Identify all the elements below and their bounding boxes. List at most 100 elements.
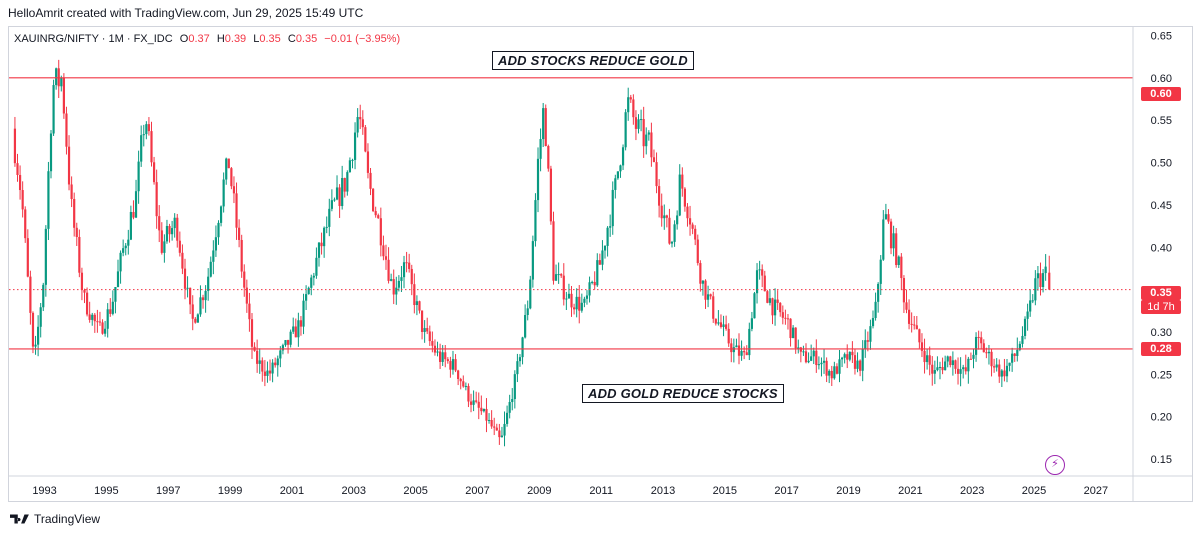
candle-body bbox=[307, 287, 310, 295]
candle-body bbox=[16, 163, 19, 175]
candle-body bbox=[895, 233, 898, 266]
candle-body bbox=[536, 158, 540, 201]
candle-body bbox=[256, 350, 259, 364]
candle-body bbox=[423, 328, 426, 332]
candle-body bbox=[250, 319, 254, 347]
candle-body bbox=[959, 369, 962, 374]
candle-body bbox=[794, 327, 797, 349]
time-tick-label: 2021 bbox=[898, 485, 922, 497]
candle-body bbox=[114, 287, 117, 302]
candle-body bbox=[871, 317, 875, 327]
candle-body bbox=[789, 318, 792, 339]
candle-body bbox=[284, 340, 287, 346]
candle-body bbox=[364, 127, 367, 152]
footer-brand[interactable]: TradingView bbox=[10, 512, 100, 526]
candle-body bbox=[1039, 273, 1042, 288]
candle-body bbox=[243, 271, 246, 288]
annotation-add-stocks[interactable]: ADD STOCKS REDUCE GOLD bbox=[492, 51, 694, 70]
price-tick-label: 0.40 bbox=[1151, 242, 1172, 254]
candle-body bbox=[508, 402, 511, 413]
candle-body bbox=[797, 347, 800, 349]
candle-body bbox=[830, 370, 833, 379]
price-tick-label: 0.65 bbox=[1151, 30, 1172, 42]
candle-body bbox=[235, 193, 238, 228]
candle-body bbox=[815, 350, 818, 366]
candle-body bbox=[588, 282, 591, 296]
candle-body bbox=[856, 360, 859, 369]
candle-body bbox=[998, 364, 1001, 377]
candle-body bbox=[892, 233, 895, 249]
candle-body bbox=[191, 304, 194, 319]
candle-body bbox=[297, 320, 300, 338]
candle-body bbox=[660, 205, 663, 219]
candle-body bbox=[104, 328, 107, 334]
candle-body bbox=[931, 364, 934, 374]
upper-line-price-tag: 0.60 bbox=[1141, 87, 1181, 101]
candle-body bbox=[544, 108, 547, 147]
symbol-label[interactable]: XAUINRG/NIFTY · 1M · FX_IDC bbox=[14, 33, 173, 45]
annotation-add-gold[interactable]: ADD GOLD REDUCE STOCKS bbox=[582, 384, 784, 403]
candle-body bbox=[956, 368, 960, 374]
candle-body bbox=[900, 256, 903, 279]
candle-body bbox=[812, 350, 815, 357]
candle-body bbox=[683, 188, 686, 207]
candle-body bbox=[575, 296, 578, 310]
candle-body bbox=[263, 371, 266, 376]
candle-body bbox=[369, 172, 372, 189]
candle-body bbox=[678, 174, 681, 216]
candle-body bbox=[913, 324, 916, 326]
horizontal-lines bbox=[9, 77, 1133, 350]
candle-body bbox=[696, 239, 699, 264]
candle-body bbox=[725, 324, 728, 329]
candle-body bbox=[1041, 273, 1045, 288]
candle-body bbox=[562, 275, 565, 300]
candle-body bbox=[361, 119, 364, 128]
candle-body bbox=[21, 190, 24, 210]
candle-body bbox=[42, 284, 45, 308]
candle-body bbox=[560, 274, 563, 276]
candle-body bbox=[91, 314, 94, 320]
candle-body bbox=[346, 172, 349, 192]
candle-body bbox=[758, 269, 761, 271]
candle-body bbox=[709, 294, 712, 297]
candle-body bbox=[39, 307, 42, 327]
time-tick-label: 2019 bbox=[836, 485, 860, 497]
candle-body bbox=[974, 336, 978, 355]
candle-body bbox=[771, 298, 774, 316]
candle-body bbox=[781, 312, 784, 318]
candle-body bbox=[938, 366, 942, 368]
candle-body bbox=[941, 366, 944, 371]
candle-body bbox=[343, 178, 346, 192]
candle-body bbox=[119, 252, 122, 272]
time-axis[interactable]: 1993 1995 1997 1999 2001 2003 2005 2007 2009 2011… bbox=[32, 485, 1108, 497]
candle-body bbox=[907, 309, 911, 324]
candle-body bbox=[96, 321, 99, 323]
lightning-icon[interactable]: ⚡ bbox=[1045, 455, 1065, 475]
candle-body bbox=[887, 214, 890, 222]
candle-body bbox=[310, 277, 313, 288]
candle-body bbox=[248, 303, 251, 320]
candle-body bbox=[372, 188, 375, 212]
candle-body bbox=[475, 400, 478, 402]
candle-body bbox=[405, 262, 408, 264]
candle-body bbox=[663, 215, 666, 219]
candle-body bbox=[330, 200, 333, 209]
candle-body bbox=[186, 287, 189, 289]
candle-body bbox=[632, 99, 635, 118]
candle-body bbox=[132, 211, 135, 218]
candle-body bbox=[214, 237, 218, 251]
candle-body bbox=[1008, 362, 1011, 366]
candle-body bbox=[268, 370, 272, 374]
candle-body bbox=[918, 329, 921, 343]
candle-body bbox=[962, 367, 965, 370]
candle-body bbox=[670, 241, 674, 244]
candle-body bbox=[776, 299, 779, 303]
candle-body bbox=[524, 315, 527, 338]
candle-body bbox=[232, 186, 236, 194]
time-tick-label: 2007 bbox=[465, 485, 489, 497]
candle-body bbox=[766, 291, 769, 303]
candle-body bbox=[338, 187, 341, 207]
creator-caption: HelloAmrit created with TradingView.com,… bbox=[8, 6, 364, 20]
candle-body bbox=[176, 217, 179, 241]
